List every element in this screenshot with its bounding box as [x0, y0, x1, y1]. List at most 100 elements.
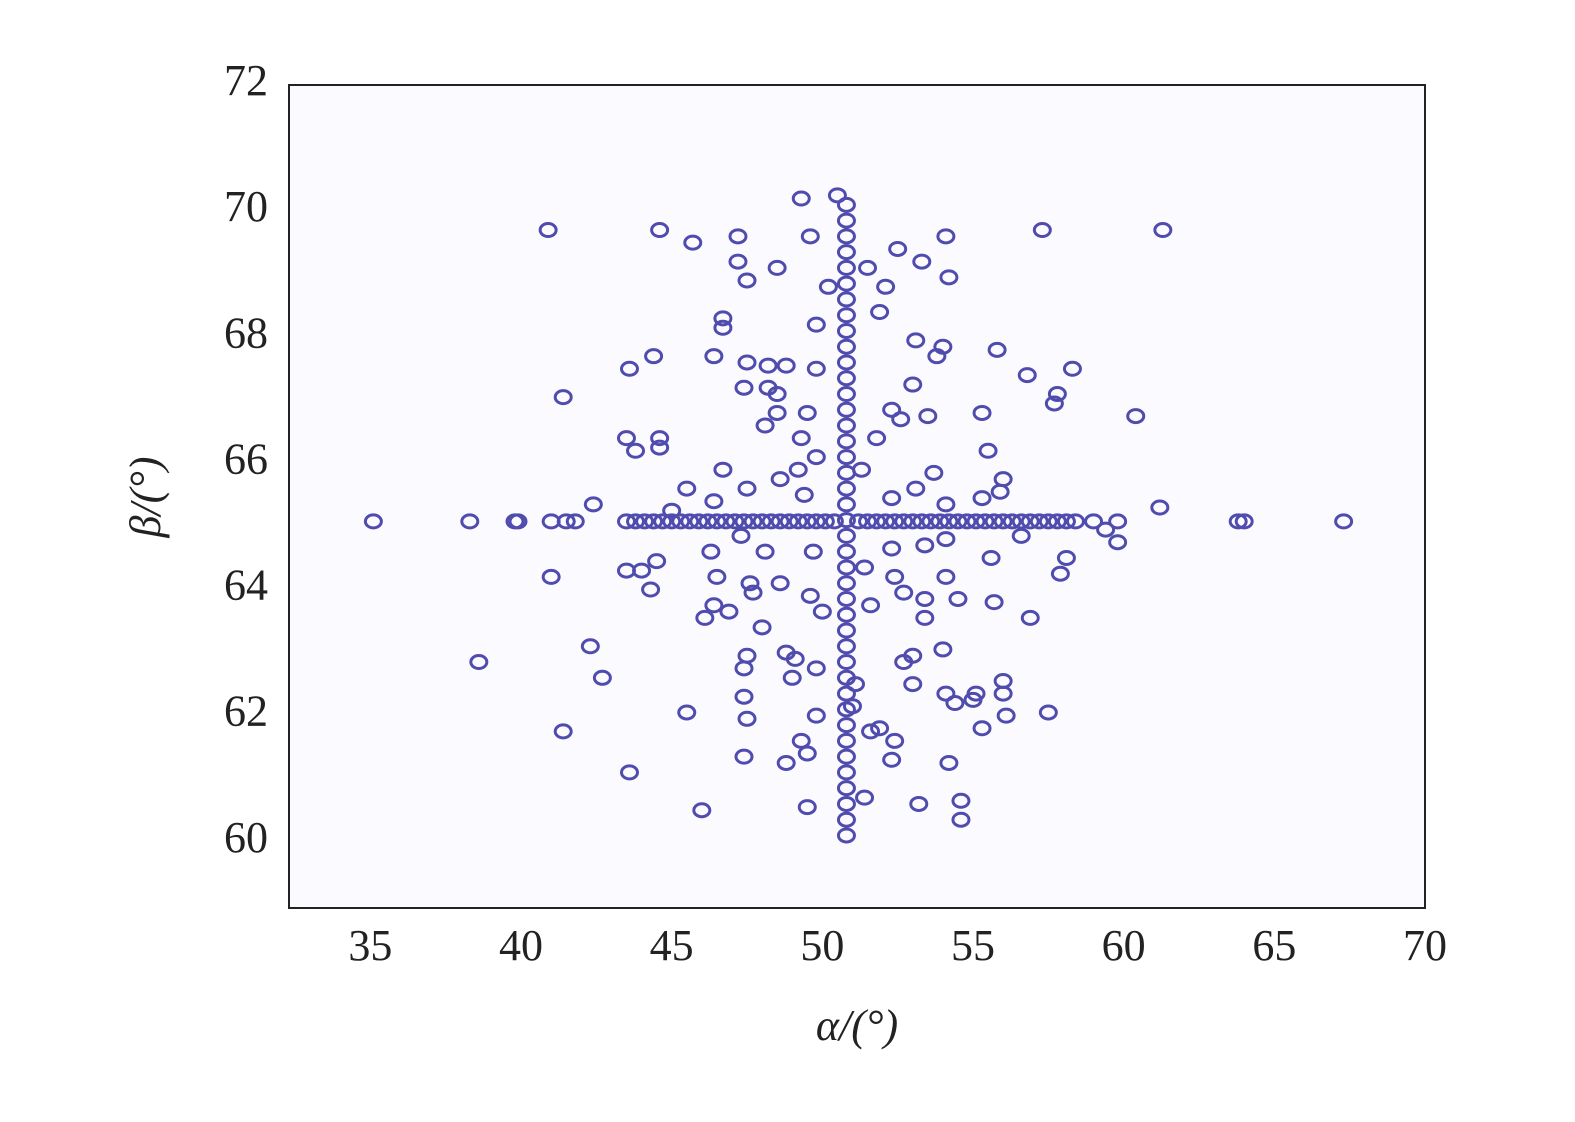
point	[861, 597, 881, 614]
point	[734, 660, 754, 677]
point	[836, 386, 856, 403]
plot-area	[289, 85, 1425, 908]
point	[996, 707, 1016, 724]
point	[719, 603, 739, 620]
point	[565, 513, 585, 530]
point	[836, 480, 856, 497]
point	[1228, 513, 1248, 530]
point	[653, 513, 673, 530]
point	[836, 811, 856, 828]
point	[882, 751, 902, 768]
point	[993, 685, 1013, 702]
point	[885, 568, 905, 585]
point	[740, 575, 760, 592]
point	[957, 513, 977, 530]
point	[761, 513, 781, 530]
point	[797, 745, 817, 762]
point	[692, 802, 712, 819]
point	[770, 513, 790, 530]
point	[800, 587, 820, 604]
point	[728, 253, 748, 270]
point	[791, 430, 811, 447]
point	[713, 310, 733, 327]
point	[782, 669, 802, 686]
point	[836, 228, 856, 245]
point	[867, 513, 887, 530]
point	[619, 764, 639, 781]
point	[915, 609, 935, 626]
point	[767, 259, 787, 276]
point	[737, 480, 757, 497]
point	[755, 417, 775, 434]
point	[885, 732, 905, 749]
point	[776, 357, 796, 374]
point	[725, 513, 745, 530]
point	[363, 513, 383, 530]
point	[755, 543, 775, 560]
point	[858, 513, 878, 530]
point	[1050, 565, 1070, 582]
point	[836, 433, 856, 450]
point	[1096, 521, 1116, 538]
point	[758, 357, 778, 374]
point	[538, 222, 558, 239]
point	[616, 430, 636, 447]
point	[1011, 527, 1031, 544]
point	[752, 513, 772, 530]
point	[1150, 499, 1170, 516]
point	[1011, 513, 1031, 530]
point	[797, 404, 817, 421]
point	[870, 304, 890, 321]
x-tick-label: 45	[650, 921, 694, 970]
point	[1153, 222, 1173, 239]
point	[894, 654, 914, 671]
point	[815, 513, 835, 530]
point	[836, 275, 856, 292]
point	[972, 404, 992, 421]
point	[641, 581, 661, 598]
point	[1234, 513, 1254, 530]
point	[836, 543, 856, 560]
point	[644, 348, 664, 365]
point	[845, 676, 865, 693]
point	[912, 513, 932, 530]
point	[987, 341, 1007, 358]
point	[1038, 704, 1058, 721]
point	[671, 513, 691, 530]
point	[662, 502, 682, 519]
point	[1029, 513, 1049, 530]
point	[785, 650, 805, 667]
point	[650, 430, 670, 447]
point	[824, 513, 844, 530]
point	[921, 513, 941, 530]
point	[975, 513, 995, 530]
point	[650, 222, 670, 239]
point	[737, 354, 757, 371]
y-tick-label: 68	[224, 308, 268, 357]
point	[933, 641, 953, 658]
point	[460, 513, 480, 530]
point	[903, 676, 923, 693]
point	[1056, 513, 1076, 530]
point	[704, 348, 724, 365]
point	[797, 513, 817, 530]
point	[936, 568, 956, 585]
y-tick-label: 72	[224, 56, 268, 105]
point	[767, 386, 787, 403]
point	[867, 430, 887, 447]
point	[556, 513, 576, 530]
point	[891, 411, 911, 428]
point	[882, 540, 902, 557]
point	[981, 549, 1001, 566]
y-axis-label: β/(°)	[121, 456, 170, 538]
point	[806, 513, 826, 530]
point	[779, 513, 799, 530]
point	[836, 764, 856, 781]
point	[592, 669, 612, 686]
point	[836, 401, 856, 418]
point	[894, 584, 914, 601]
point	[836, 622, 856, 639]
point	[553, 389, 573, 406]
point	[836, 732, 856, 749]
point	[966, 513, 986, 530]
